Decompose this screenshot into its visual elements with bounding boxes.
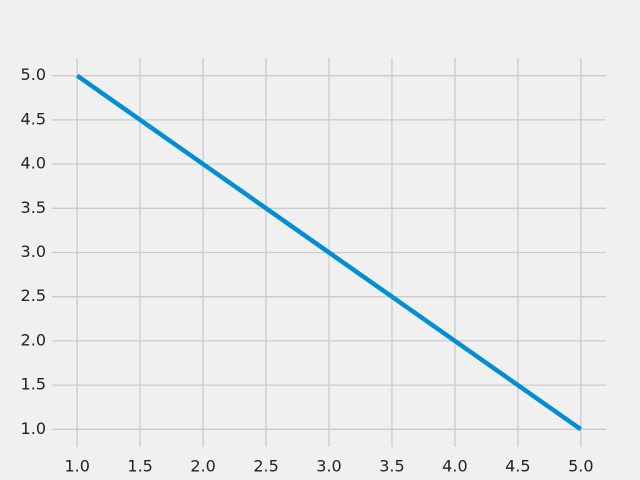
x-tick-label: 1.0 [64,457,89,476]
y-tick-label: 5.0 [21,65,46,84]
x-tick-label: 3.5 [379,457,404,476]
series-line [75,73,583,432]
y-tick-label: 2.0 [21,330,46,349]
x-tick-label: 2.0 [190,457,215,476]
y-tick-label: 4.5 [21,109,46,128]
y-tick-label: 1.0 [21,419,46,438]
series-layer [75,73,583,432]
y-tick-label: 4.0 [21,154,46,173]
x-tick-label: 4.5 [505,457,530,476]
x-tick-label: 1.5 [127,457,152,476]
x-tick-label: 2.5 [253,457,278,476]
y-axis-ticks: 1.0 1.5 2.0 2.5 3.0 3.5 4.0 4.5 5.0 [21,65,46,438]
y-tick-label: 1.5 [21,375,46,394]
y-tick-label: 3.0 [21,242,46,261]
y-tick-label: 3.5 [21,198,46,217]
x-axis-ticks: 1.0 1.5 2.0 2.5 3.0 3.5 4.0 4.5 5.0 [64,457,593,476]
x-tick-label: 3.0 [316,457,341,476]
x-tick-label: 4.0 [442,457,467,476]
y-tick-label: 2.5 [21,286,46,305]
x-tick-label: 5.0 [568,457,593,476]
